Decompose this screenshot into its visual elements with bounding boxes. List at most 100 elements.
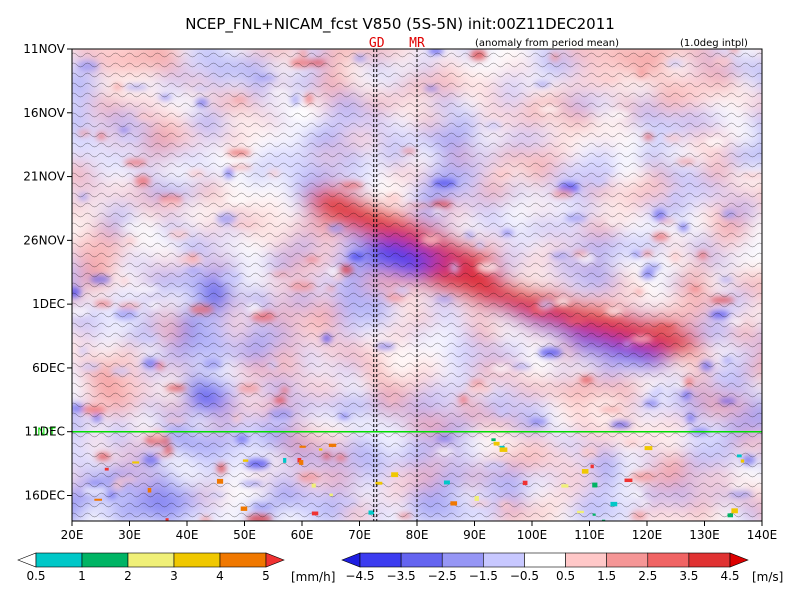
- precip-colorbar-swatch: [127, 552, 175, 568]
- x-tick-label: 50E: [233, 528, 256, 542]
- marker-labels: GD MR: [369, 36, 425, 51]
- v850-colorbar-unit: [m/s]: [752, 570, 783, 584]
- precip-cell: [727, 513, 734, 518]
- precip-cell: [493, 441, 500, 446]
- precip-colorbar-level-label: 4: [216, 569, 224, 583]
- precip-colorbar-level-label: 0.5: [26, 569, 45, 583]
- precip-colorbar-swatch: [219, 552, 267, 568]
- precip-colorbar-level-label: 1: [78, 569, 86, 583]
- precip-cell: [328, 443, 337, 447]
- v850-colorbar-level-label: 0.5: [556, 569, 575, 583]
- x-tick-label: 110E: [574, 528, 605, 542]
- x-tick-label: 120E: [632, 528, 663, 542]
- v850-colorbar-swatch: [606, 552, 649, 568]
- field-cell: [760, 134, 762, 142]
- precip-cell: [592, 482, 598, 488]
- v850-colorbar-level-label: 3.5: [679, 569, 698, 583]
- marker-label-gd: GD: [369, 36, 385, 51]
- precip-cell: [590, 464, 594, 469]
- y-tick-label: 11DEC: [25, 425, 65, 439]
- precip-cell: [165, 518, 169, 521]
- precip-cell: [94, 498, 103, 501]
- v850-colorbar-level-label: 4.5: [720, 569, 739, 583]
- precip-cell: [499, 447, 508, 452]
- precip-cell: [391, 472, 399, 478]
- precip-cell: [329, 493, 333, 497]
- precip-field: [94, 438, 745, 521]
- y-tick-label: 6DEC: [32, 361, 65, 375]
- v850-colorbar-swatch: [441, 552, 484, 568]
- v850-colorbar-level-label: −0.5: [510, 569, 539, 583]
- precip-cell: [240, 506, 248, 511]
- field-cell: [758, 345, 762, 360]
- precip-cell: [577, 510, 584, 514]
- precip-colorbar-cap-right: [265, 552, 285, 568]
- v850-colorbar-swatch: [524, 552, 566, 568]
- plot-area: [72, 49, 762, 521]
- x-axis: 20E 30E 40E 50E 60E 70E 80E 90E 100E 110E 120E 130E…: [61, 521, 778, 542]
- v850-colorbar-cap-left: [341, 552, 361, 568]
- v850-colorbar-level-label: −2.5: [428, 569, 457, 583]
- marker-lines: [373, 49, 418, 521]
- v850-colorbar-level-label: −1.5: [469, 569, 498, 583]
- precip-colorbar-unit: [mm/h]: [291, 570, 335, 584]
- y-tick-label: 16NOV: [23, 106, 65, 120]
- chart-subtitle-right: (1.0deg intpl): [680, 38, 748, 49]
- precip-cell: [283, 457, 287, 463]
- precip-cell: [731, 508, 738, 514]
- y-tick-label: 16DEC: [25, 488, 65, 502]
- precip-cell: [375, 481, 383, 485]
- precip-cell: [624, 478, 633, 483]
- precip-cell: [311, 511, 319, 516]
- precip-cell: [311, 483, 316, 488]
- v850-colorbar-swatch: [359, 552, 402, 568]
- precip-colorbar-cap-left: [17, 552, 37, 568]
- x-tick-label: 130E: [689, 528, 720, 542]
- precip-cell: [299, 445, 306, 448]
- precip-cell: [318, 448, 323, 451]
- field-cell: [757, 472, 762, 483]
- x-tick-label: 100E: [517, 528, 548, 542]
- v850-colorbar-level-label: 1.5: [597, 569, 616, 583]
- x-tick-label: 70E: [348, 528, 371, 542]
- y-tick-label: 1DEC: [32, 297, 65, 311]
- precip-cell: [736, 454, 742, 458]
- precip-cell: [581, 469, 589, 474]
- v850-colorbar-swatch: [565, 552, 607, 568]
- init-label: INIT: [34, 426, 56, 439]
- x-tick-label: 40E: [176, 528, 199, 542]
- precip-cell: [104, 467, 109, 471]
- v850-colorbar-swatch: [400, 552, 443, 568]
- precip-colorbar-level-label: 3: [170, 569, 178, 583]
- precip-cell: [216, 478, 224, 484]
- field-cell: [758, 186, 762, 198]
- x-tick-label: 140E: [747, 528, 778, 542]
- v850-colorbar: −4.5 −3.5 −2.5 −1.5 −0.5 0.5 1.5 2.5 3.5 4.5: [341, 552, 749, 583]
- precip-cell: [299, 460, 304, 465]
- precip-colorbar: 0.5 1 2 3 4 5: [17, 552, 285, 583]
- v850-colorbar-cap-right: [729, 552, 749, 568]
- x-tick-label: 30E: [118, 528, 141, 542]
- field-cell: [757, 49, 762, 54]
- y-tick-label: 21NOV: [23, 170, 65, 184]
- precip-cell: [561, 484, 569, 488]
- v850-colorbar-level-label: −4.5: [345, 569, 374, 583]
- field-cell: [759, 328, 762, 342]
- y-tick-label: 11NOV: [23, 42, 65, 56]
- precip-colorbar-swatch: [81, 552, 129, 568]
- x-tick-label: 90E: [463, 528, 486, 542]
- precip-cell: [522, 480, 528, 486]
- x-tick-label: 20E: [61, 528, 84, 542]
- y-axis: 11NOV 16NOV 21NOV 26NOV 1DEC 6DEC 11DEC 16DEC: [23, 42, 72, 502]
- precip-colorbar-swatch: [35, 552, 83, 568]
- precip-cell: [443, 480, 450, 485]
- marker-label-mr: MR: [409, 36, 425, 51]
- precip-cell: [474, 496, 479, 501]
- precip-cell: [601, 519, 606, 521]
- precip-cell: [592, 513, 596, 516]
- precip-cell: [132, 461, 140, 464]
- precip-cell: [242, 459, 249, 462]
- precip-cell: [610, 501, 618, 507]
- precip-cell: [450, 501, 458, 506]
